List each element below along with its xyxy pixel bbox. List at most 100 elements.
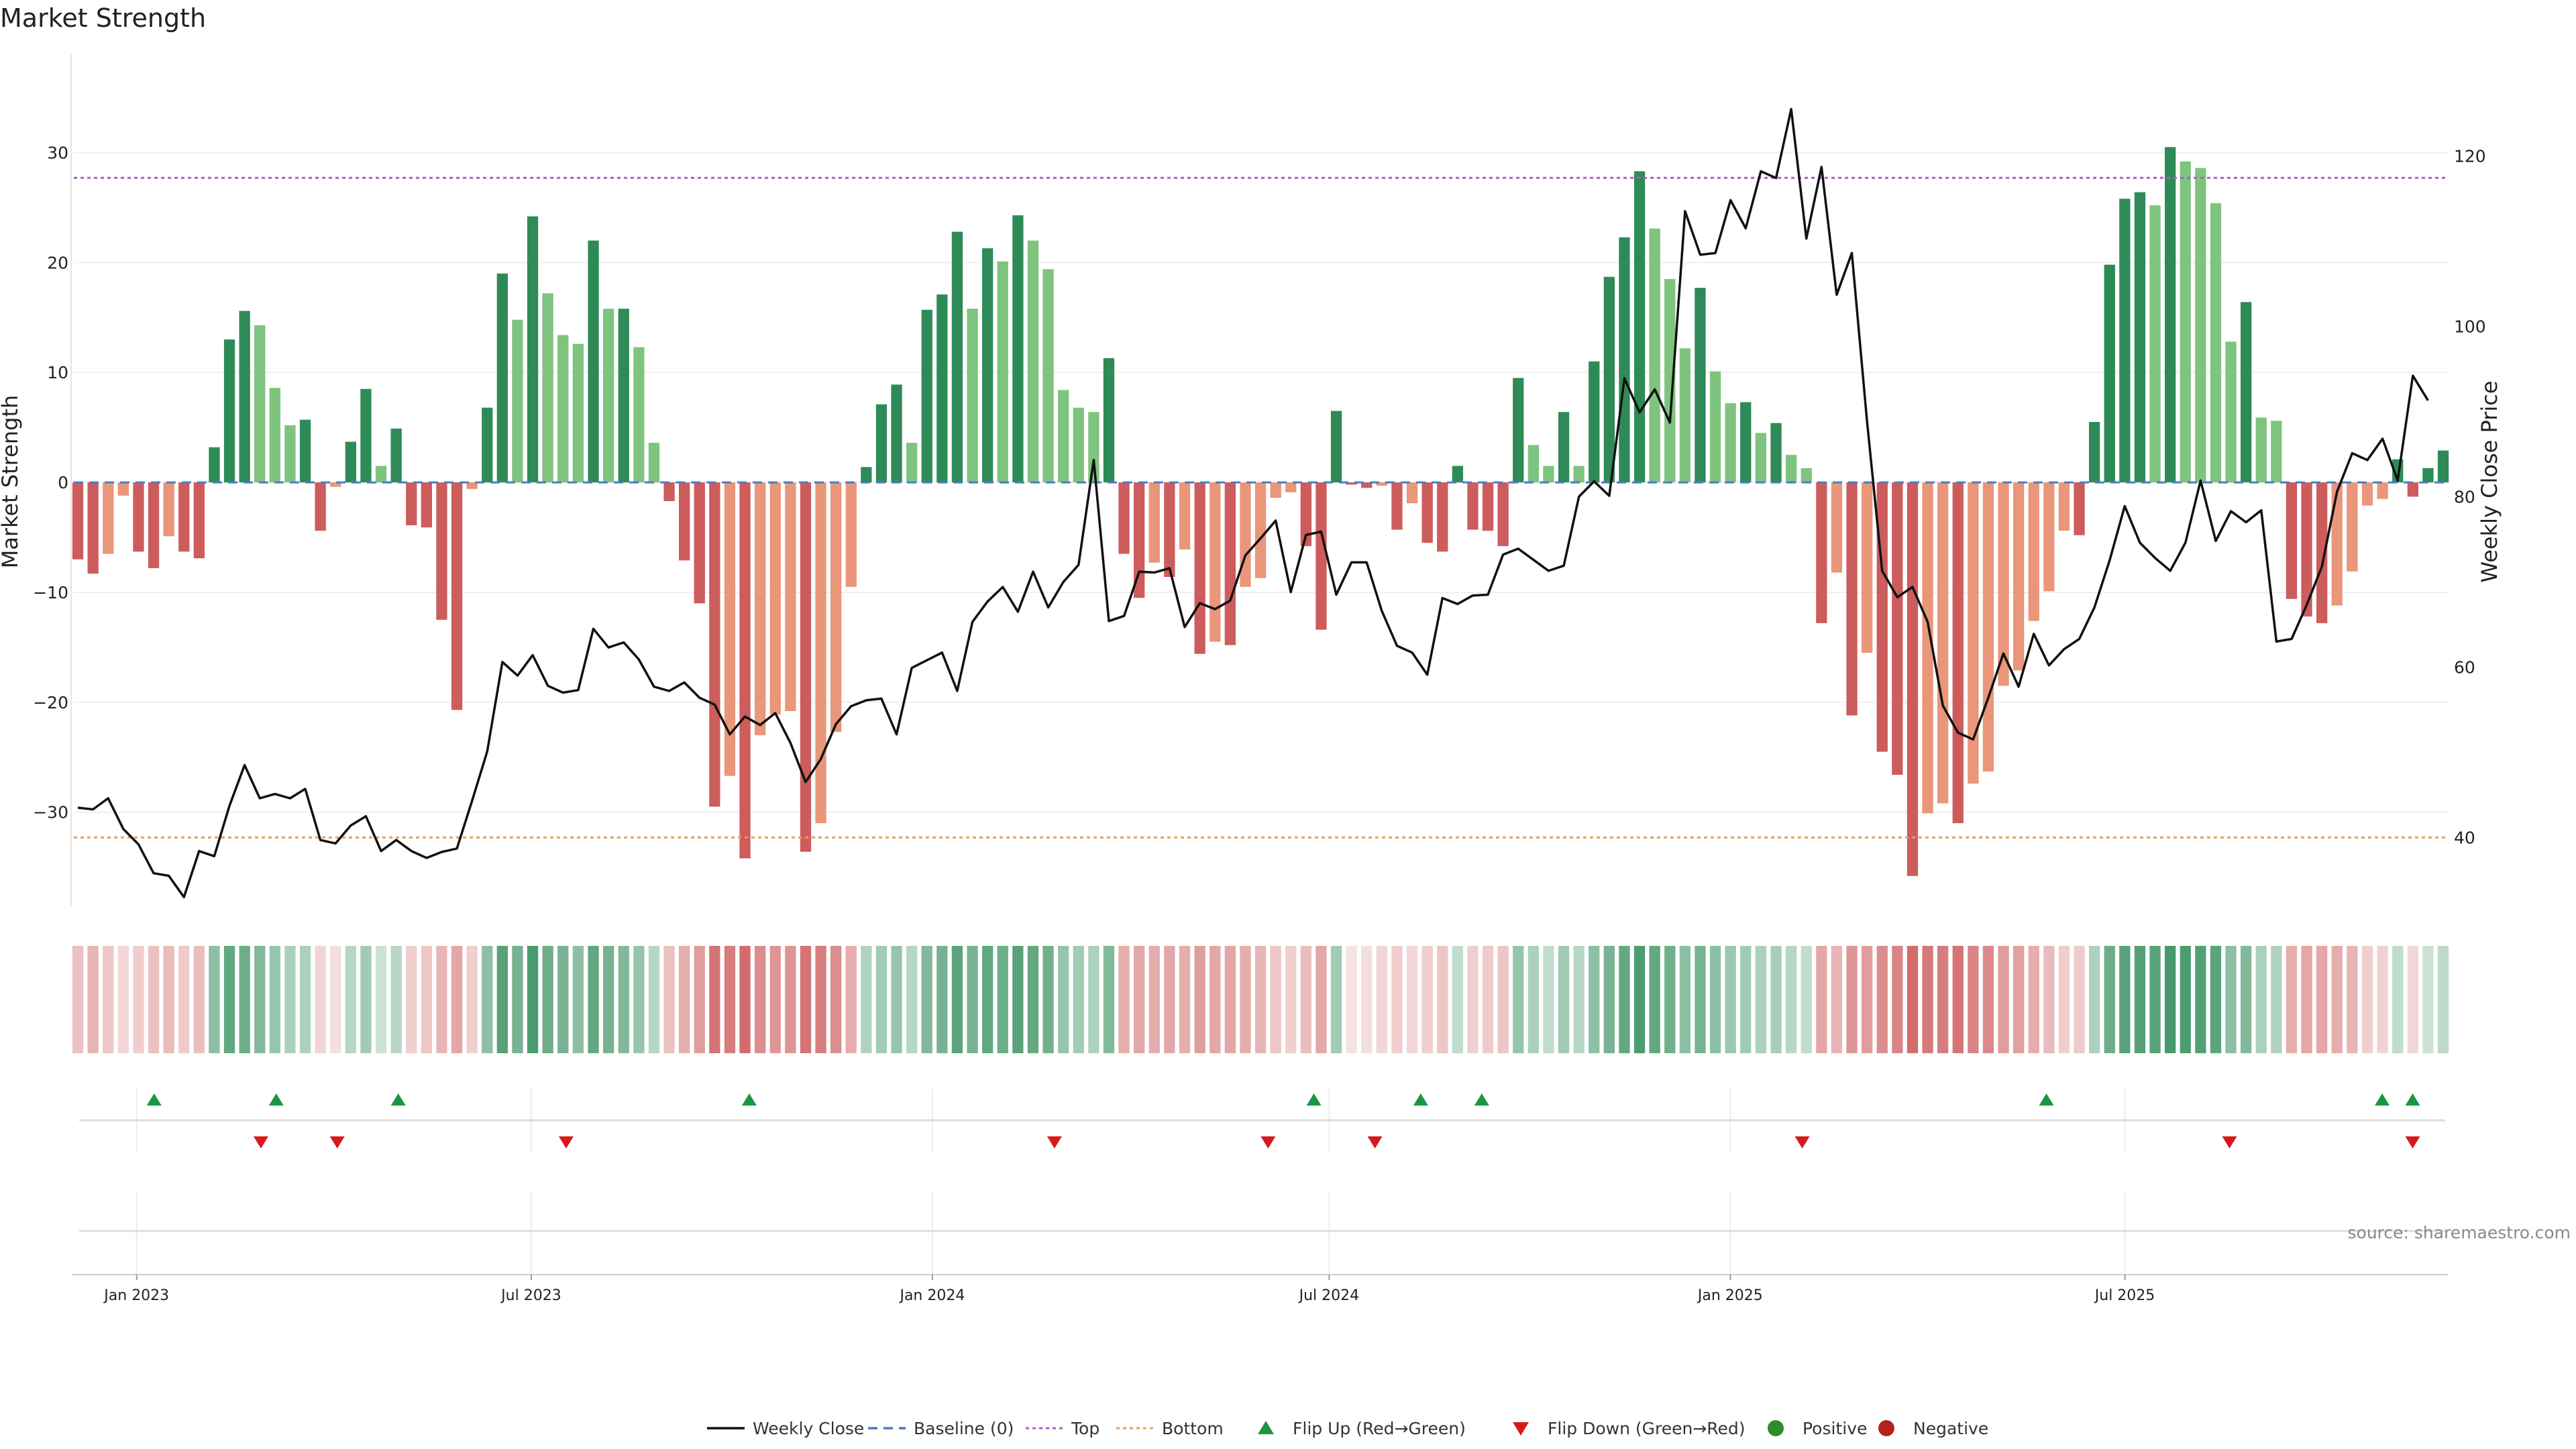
legend-label: Weekly Close bbox=[753, 1419, 864, 1438]
heat-strip-cell bbox=[875, 946, 888, 1053]
flip-up-marker bbox=[2039, 1093, 2054, 1106]
strength-bar bbox=[1254, 482, 1267, 578]
strength-bar bbox=[2286, 482, 2298, 599]
strength-bar bbox=[1831, 482, 1843, 573]
flip-panel bbox=[79, 1088, 2445, 1275]
strength-bar bbox=[1012, 215, 1024, 483]
strength-bar bbox=[2377, 482, 2388, 499]
heat-strip-cell bbox=[1589, 946, 1600, 1053]
legend-label: Top bbox=[1071, 1419, 1099, 1438]
strength-bar bbox=[345, 441, 356, 483]
y-tick-label: 10 bbox=[47, 363, 68, 382]
heat-strip-cell bbox=[800, 946, 812, 1053]
heat-strip-cell bbox=[1027, 946, 1039, 1053]
legend-label: Negative bbox=[1913, 1419, 1988, 1438]
strength-bar bbox=[633, 347, 645, 483]
strength-bar bbox=[1391, 482, 1403, 530]
heat-strip-cell bbox=[284, 946, 296, 1053]
heat-strip-cell bbox=[1300, 946, 1311, 1053]
strength-bar bbox=[1619, 237, 1630, 483]
heat-strip-cell bbox=[2225, 946, 2237, 1053]
heat-strip-cell bbox=[1755, 946, 1766, 1053]
strength-bar bbox=[1801, 468, 1812, 483]
strength-bar bbox=[2331, 482, 2343, 606]
heat-strip-cell bbox=[1361, 946, 1373, 1053]
heat-strip-cell bbox=[2301, 946, 2312, 1053]
strength-bar bbox=[1452, 466, 1463, 483]
legend-flipup-swatch bbox=[1258, 1421, 1274, 1434]
heat-strip-cell bbox=[2347, 946, 2358, 1053]
strength-bar bbox=[830, 482, 842, 733]
strength-bar bbox=[2241, 302, 2252, 482]
x-tick-label: Jul 2025 bbox=[2094, 1287, 2155, 1304]
heat-strip-cell bbox=[709, 946, 720, 1053]
heat-strip-cell bbox=[72, 946, 84, 1053]
strength-bar bbox=[921, 309, 932, 483]
heat-strip-cell bbox=[360, 946, 372, 1053]
legend-item-close: Weekly Close bbox=[707, 1419, 864, 1438]
y2-tick-label: 100 bbox=[2454, 317, 2486, 336]
heat-strip-cell bbox=[1421, 946, 1433, 1053]
heat-strip-cell bbox=[1922, 946, 1933, 1053]
strength-bar bbox=[1862, 482, 1873, 653]
strength-bar bbox=[663, 482, 675, 501]
source-label: source: sharemaestro.com bbox=[2348, 1223, 2571, 1242]
heat-strip-cell bbox=[482, 946, 493, 1053]
heat-strip-cell bbox=[451, 946, 463, 1053]
strength-bar bbox=[1937, 482, 1949, 804]
strength-bar bbox=[421, 482, 432, 528]
heat-strip-cell bbox=[1330, 946, 1342, 1053]
heat-strip-cell bbox=[1376, 946, 1387, 1053]
right-axis-label: Weekly Close Price bbox=[2477, 380, 2502, 582]
strength-bar bbox=[1376, 482, 1387, 486]
reference-lines bbox=[74, 176, 2449, 839]
heat-strip-cell bbox=[2074, 946, 2085, 1053]
heat-strip-cell bbox=[663, 946, 675, 1053]
strength-bar bbox=[1073, 407, 1084, 483]
strength-bar bbox=[1058, 390, 1069, 483]
legend-label: Flip Down (Green→Red) bbox=[1548, 1419, 1746, 1438]
strength-bar bbox=[87, 482, 99, 574]
strength-bar bbox=[239, 311, 250, 483]
strength-bar bbox=[1998, 482, 2009, 686]
heat-strip-cell bbox=[1982, 946, 1994, 1053]
heat-strip-cell bbox=[239, 946, 250, 1053]
strength-bar bbox=[2210, 203, 2222, 483]
heat-strip-cell bbox=[542, 946, 553, 1053]
strength-bar bbox=[1755, 433, 1766, 483]
heat-strip-cell bbox=[755, 946, 766, 1053]
heat-strip-cell bbox=[845, 946, 857, 1053]
strength-bar bbox=[527, 216, 539, 483]
x-tick-label: Jan 2025 bbox=[1697, 1287, 1763, 1304]
strength-bar bbox=[1421, 482, 1433, 543]
strength-bar bbox=[769, 482, 781, 714]
heat-strip-cell bbox=[2058, 946, 2070, 1053]
heat-strip-cell bbox=[618, 946, 629, 1053]
heat-strip-cell bbox=[193, 946, 205, 1053]
heat-strip-cell bbox=[2331, 946, 2343, 1053]
heat-strip-cell bbox=[1391, 946, 1403, 1053]
strength-bar bbox=[2013, 482, 2025, 671]
strength-bar bbox=[694, 482, 705, 604]
strength-bar bbox=[875, 404, 888, 482]
strength-bar bbox=[1513, 378, 1524, 483]
heat-strip-cell bbox=[299, 946, 311, 1053]
heat-strip-cell bbox=[1831, 946, 1843, 1053]
strength-bar bbox=[2407, 482, 2418, 497]
strength-bar bbox=[1649, 228, 1660, 483]
flip-down-marker bbox=[1046, 1136, 1062, 1148]
heat-strip-cell bbox=[2271, 946, 2282, 1053]
strength-bar bbox=[755, 482, 766, 735]
strength-bar bbox=[117, 482, 129, 496]
heat-strip-cell bbox=[1148, 946, 1160, 1053]
heat-strip-cell bbox=[512, 946, 523, 1053]
heat-strip-cell bbox=[1467, 946, 1479, 1053]
strength-bar bbox=[2089, 422, 2100, 483]
strength-bar bbox=[482, 407, 493, 483]
heat-strip-cell bbox=[1088, 946, 1099, 1053]
strength-bar bbox=[800, 482, 812, 852]
legend-flipdown-swatch bbox=[1513, 1422, 1529, 1436]
y-tick-label: −10 bbox=[33, 583, 68, 602]
heat-strip-cell bbox=[1527, 946, 1539, 1053]
heat-strip-cell bbox=[1952, 946, 1964, 1053]
